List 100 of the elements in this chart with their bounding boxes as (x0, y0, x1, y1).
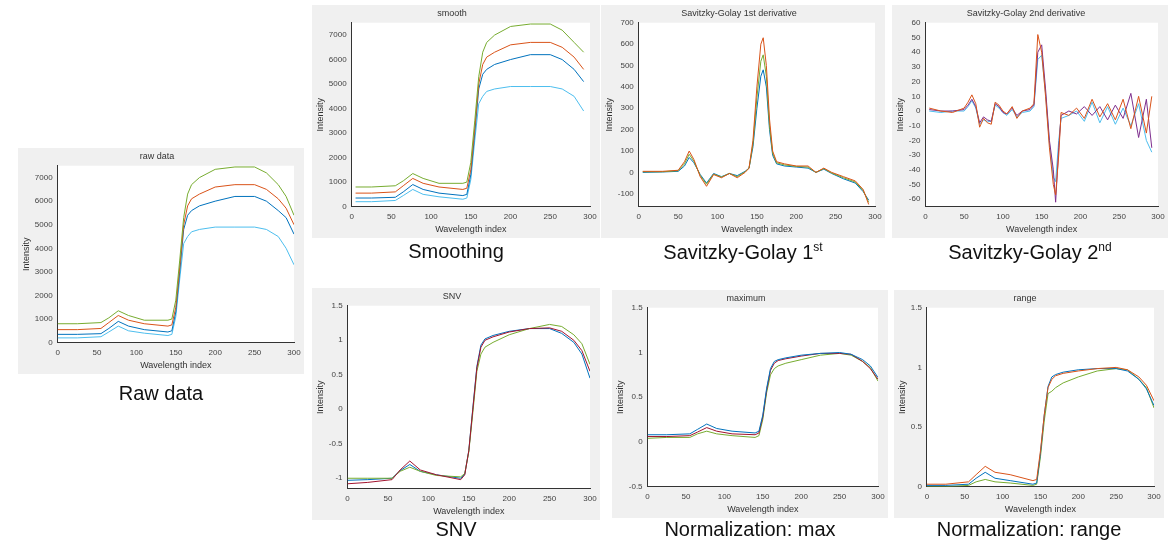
y-tick-label: -0.5 (628, 481, 644, 491)
text: Savitzky-Golay 2$^{nd}$ (947, 240, 1113, 264)
y-tick-label: 5000 (328, 79, 348, 89)
chart-title: maximum (726, 292, 766, 303)
y-tick-label: -100 (617, 188, 635, 198)
y-tick-label: 0 (338, 404, 344, 414)
y-tick-label: 1.5 (331, 301, 344, 310)
text: Normalization: range (935, 518, 1123, 541)
y-tick-label: 1000 (34, 314, 54, 324)
x-tick-label: 150 (169, 347, 184, 357)
x-axis-title: Wavelength index (433, 506, 505, 517)
x-tick-label: 50 (383, 493, 393, 503)
y-tick-label: 10 (911, 91, 921, 101)
y-tick-label: -0.5 (328, 438, 344, 448)
y-axis-title: Intensity (603, 97, 614, 132)
y-tick-label: -50 (908, 179, 921, 189)
chart-title: Savitzky-Golay 1st derivative (681, 7, 797, 18)
x-tick-label: 50 (92, 347, 102, 357)
x-axis-title: Wavelength index (727, 504, 799, 515)
x-tick-label: 200 (1071, 491, 1086, 501)
y-tick-label: -20 (908, 135, 921, 145)
x-tick-label: 100 (710, 211, 725, 221)
y-tick-label: 60 (911, 18, 921, 27)
y-tick-label: 400 (620, 82, 635, 92)
x-tick-label: 250 (832, 491, 847, 501)
x-axis-title: Wavelength index (721, 224, 794, 235)
x-tick-label: 100 (424, 211, 439, 221)
y-tick-label: 40 (911, 47, 921, 57)
y-tick-label: 20 (911, 76, 921, 86)
y-tick-label: 3000 (328, 128, 348, 138)
chart-title: SNV (442, 290, 462, 301)
y-tick-label: 7000 (34, 172, 54, 182)
x-tick-label: 50 (959, 211, 970, 221)
x-tick-label: 250 (828, 211, 843, 221)
y-tick-label: 5000 (34, 219, 54, 229)
chart-title: raw data (139, 150, 175, 161)
x-tick-label: 50 (681, 491, 691, 501)
x-tick-label: 200 (502, 493, 517, 503)
y-axis-title: Intensity (614, 379, 625, 414)
x-tick-label: 300 (871, 491, 886, 501)
y-tick-label: 0 (917, 481, 923, 491)
x-tick-label: 150 (750, 211, 765, 221)
y-axis-title: Intensity (314, 379, 325, 414)
x-axis-title: Wavelength index (1004, 504, 1077, 515)
y-tick-label: 1.5 (910, 303, 923, 312)
y-tick-label: 1.5 (631, 303, 644, 312)
y-tick-label: -1 (335, 473, 344, 483)
x-tick-label: 100 (129, 347, 144, 357)
x-tick-label: 250 (542, 493, 557, 503)
x-tick-label: 100 (996, 211, 1011, 221)
y-tick-label: 500 (620, 60, 635, 70)
y-tick-label: 1 (638, 347, 644, 357)
x-tick-label: 200 (503, 211, 518, 221)
text: Raw data (117, 382, 205, 405)
x-tick-label: 250 (543, 211, 558, 221)
y-tick-label: 0.5 (910, 422, 923, 432)
y-tick-label: 2000 (34, 290, 54, 300)
y-tick-label: 200 (620, 124, 635, 134)
y-axis-title: Intensity (894, 97, 905, 132)
chart-title: range (1013, 292, 1037, 303)
y-tick-label: 30 (911, 62, 921, 72)
y-tick-label: 7000 (328, 30, 348, 40)
x-axis-title: Wavelength index (1006, 224, 1078, 235)
x-tick-label: 300 (868, 211, 883, 221)
y-tick-label: 0 (48, 337, 54, 347)
y-tick-label: 600 (620, 39, 635, 49)
y-tick-label: 0.5 (331, 369, 344, 379)
x-tick-label: 0 (924, 491, 930, 501)
y-tick-label: 0 (915, 106, 921, 116)
y-tick-label: 0 (629, 167, 635, 177)
y-tick-label: 700 (620, 18, 635, 27)
x-tick-label: 300 (287, 347, 302, 357)
y-tick-label: 0.5 (631, 392, 644, 402)
y-axis-title: Intensity (20, 236, 31, 271)
y-tick-label: -40 (908, 165, 921, 175)
x-tick-label: 0 (349, 211, 355, 221)
x-tick-label: 150 (464, 211, 479, 221)
y-tick-label: 100 (620, 146, 635, 156)
x-tick-label: 0 (55, 347, 61, 357)
x-tick-label: 250 (1109, 491, 1124, 501)
x-tick-label: 300 (1151, 211, 1166, 221)
y-tick-label: 0 (638, 437, 644, 447)
y-tick-label: 6000 (328, 54, 348, 64)
y-axis-title: Intensity (314, 97, 325, 132)
y-tick-label: 4000 (328, 103, 348, 113)
y-tick-label: 3000 (34, 267, 54, 277)
chart-title: smooth (437, 7, 467, 18)
x-tick-label: 0 (645, 491, 651, 501)
y-tick-label: 300 (620, 103, 635, 113)
x-tick-label: 100 (717, 491, 732, 501)
x-tick-label: 200 (794, 491, 809, 501)
x-tick-label: 50 (386, 211, 397, 221)
text: Savitzky-Golay 1$^{st}$ (662, 240, 824, 264)
x-tick-label: 300 (1147, 491, 1162, 501)
x-tick-label: 100 (995, 491, 1010, 501)
y-tick-label: -60 (908, 194, 921, 204)
x-tick-label: 150 (756, 491, 771, 501)
x-tick-label: 300 (583, 493, 598, 503)
x-axis-title: Wavelength index (140, 360, 212, 371)
y-tick-label: 0 (342, 201, 348, 211)
